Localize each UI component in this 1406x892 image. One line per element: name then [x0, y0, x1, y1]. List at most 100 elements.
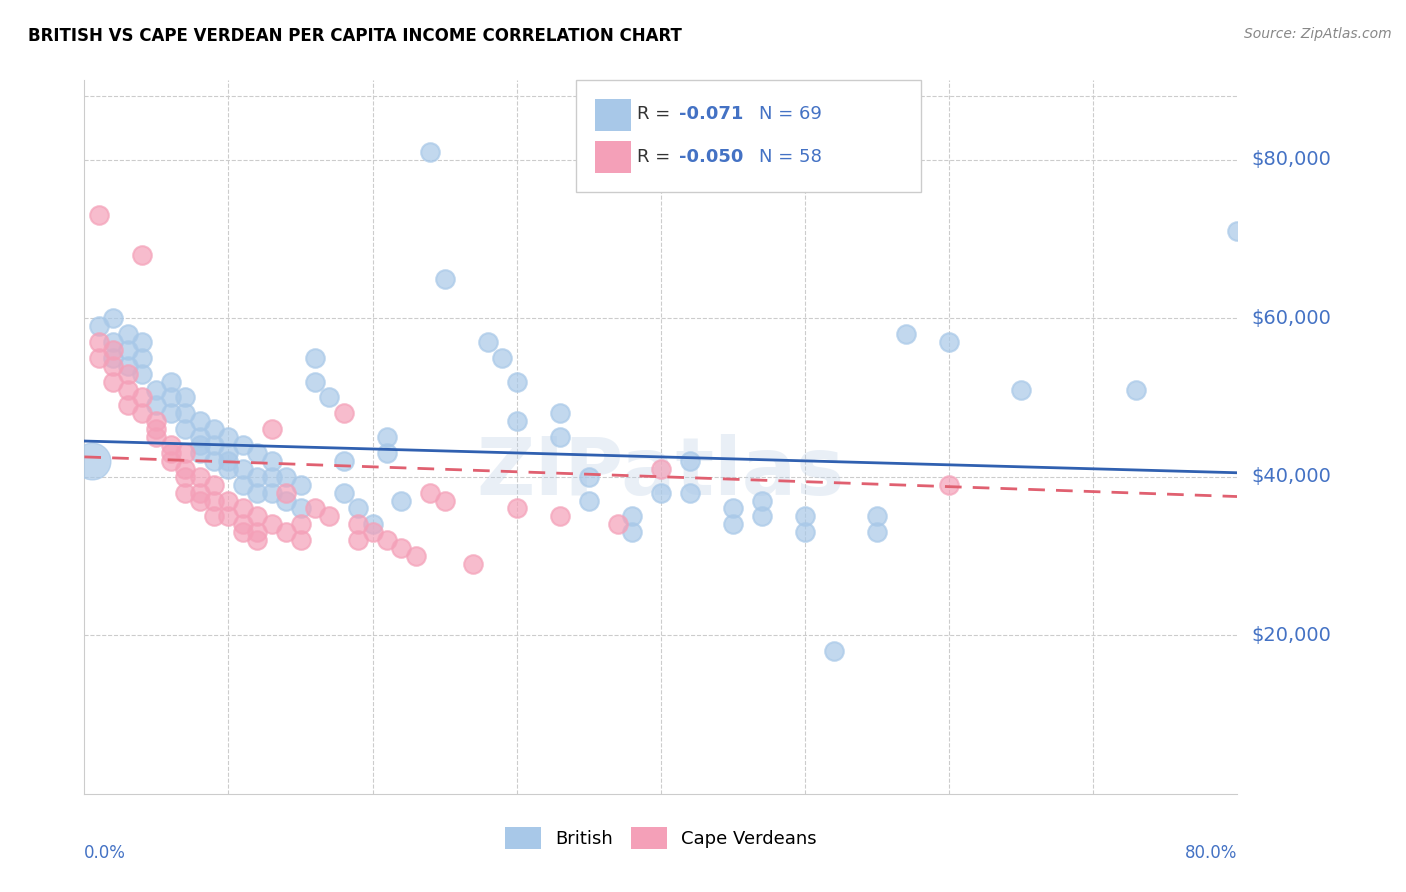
Point: [188, 438, 211, 452]
Point: [87, 319, 110, 334]
Point: [103, 375, 124, 389]
Point: [347, 517, 370, 532]
Point: [103, 359, 124, 373]
Point: [131, 391, 153, 405]
Point: [751, 493, 773, 508]
Point: [160, 406, 183, 420]
Point: [866, 509, 889, 524]
Point: [246, 525, 269, 540]
Text: R =: R =: [637, 105, 676, 123]
Point: [721, 501, 744, 516]
Point: [463, 557, 485, 571]
Point: [751, 509, 773, 524]
Point: [375, 446, 398, 460]
Point: [347, 533, 370, 548]
Point: [506, 501, 529, 516]
Point: [650, 485, 672, 500]
Point: [117, 343, 139, 357]
Point: [679, 485, 702, 500]
Point: [188, 469, 211, 483]
Point: [290, 533, 312, 548]
Legend: British, Cape Verdeans: British, Cape Verdeans: [498, 820, 824, 856]
Point: [721, 517, 744, 532]
Point: [232, 501, 254, 516]
Point: [117, 359, 139, 373]
Point: [218, 454, 240, 468]
Point: [103, 351, 124, 365]
Point: [938, 334, 960, 349]
Text: -0.071: -0.071: [679, 105, 744, 123]
Point: [290, 477, 312, 491]
Point: [304, 501, 326, 516]
Point: [202, 493, 225, 508]
Point: [361, 525, 384, 540]
Point: [260, 469, 283, 483]
Point: [621, 525, 644, 540]
Point: [276, 485, 298, 500]
Point: [347, 501, 370, 516]
Point: [290, 517, 312, 532]
Point: [621, 509, 644, 524]
Text: ZIPatlas: ZIPatlas: [477, 434, 845, 512]
Point: [318, 391, 340, 405]
Point: [174, 469, 197, 483]
Point: [491, 351, 513, 365]
Point: [80, 454, 103, 468]
Point: [103, 334, 124, 349]
Point: [160, 375, 183, 389]
Point: [87, 351, 110, 365]
Text: 80.0%: 80.0%: [1185, 844, 1237, 862]
Point: [160, 446, 183, 460]
Point: [405, 549, 427, 563]
Text: -0.050: -0.050: [679, 148, 744, 166]
Point: [202, 454, 225, 468]
Point: [276, 493, 298, 508]
Point: [202, 509, 225, 524]
Text: 0.0%: 0.0%: [84, 844, 127, 862]
Point: [276, 525, 298, 540]
Point: [419, 145, 441, 159]
Point: [1226, 224, 1249, 238]
Point: [232, 525, 254, 540]
Text: N = 69: N = 69: [759, 105, 823, 123]
Text: Source: ZipAtlas.com: Source: ZipAtlas.com: [1244, 27, 1392, 41]
Point: [131, 367, 153, 381]
Point: [131, 406, 153, 420]
Point: [188, 446, 211, 460]
Point: [276, 469, 298, 483]
Point: [87, 334, 110, 349]
Point: [679, 454, 702, 468]
Point: [174, 422, 197, 436]
Point: [131, 351, 153, 365]
Point: [260, 517, 283, 532]
Point: [145, 430, 167, 444]
Point: [160, 438, 183, 452]
Point: [333, 406, 356, 420]
Point: [477, 334, 499, 349]
Point: [433, 493, 456, 508]
Point: [548, 406, 571, 420]
Point: [548, 430, 571, 444]
Point: [361, 517, 384, 532]
Point: [260, 454, 283, 468]
Point: [232, 462, 254, 476]
Point: [823, 644, 845, 658]
Text: R =: R =: [637, 148, 676, 166]
Point: [318, 509, 340, 524]
Point: [145, 383, 167, 397]
Point: [794, 525, 817, 540]
Point: [103, 311, 124, 326]
Point: [218, 509, 240, 524]
Point: [333, 485, 356, 500]
Text: $80,000: $80,000: [1251, 150, 1331, 169]
Point: [866, 525, 889, 540]
Point: [375, 430, 398, 444]
Point: [218, 493, 240, 508]
Point: [103, 343, 124, 357]
Text: $40,000: $40,000: [1251, 467, 1331, 486]
Point: [145, 398, 167, 412]
Text: BRITISH VS CAPE VERDEAN PER CAPITA INCOME CORRELATION CHART: BRITISH VS CAPE VERDEAN PER CAPITA INCOM…: [28, 27, 682, 45]
Point: [218, 430, 240, 444]
Point: [246, 509, 269, 524]
Point: [145, 422, 167, 436]
